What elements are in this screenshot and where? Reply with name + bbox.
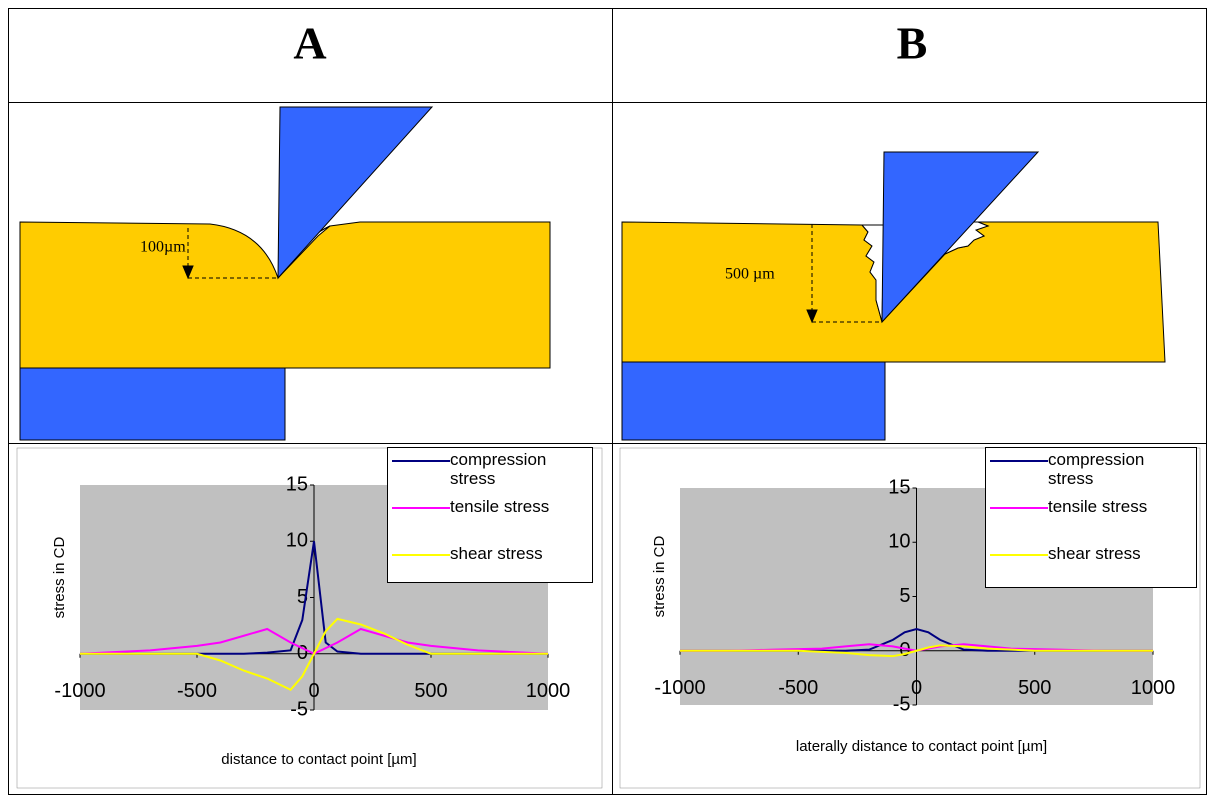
y-axis-label: stress in CD bbox=[51, 536, 68, 618]
legend-entry: compression stress bbox=[392, 450, 588, 497]
y-tick-label: -5 bbox=[893, 693, 911, 715]
legend-swatch bbox=[392, 507, 450, 509]
depth-label: 500 µm bbox=[725, 266, 775, 283]
x-tick-label: -1000 bbox=[654, 677, 705, 699]
legend-entry: compression stress bbox=[990, 450, 1192, 497]
y-tick-label: 5 bbox=[899, 585, 910, 607]
legend-label: tensile stress bbox=[1048, 497, 1178, 516]
legend-entry: tensile stress bbox=[990, 497, 1192, 544]
page: A B 100µm 500 µm -5051015-1000-500050010… bbox=[0, 0, 1215, 803]
y-tick-label: 15 bbox=[286, 473, 308, 495]
legend-swatch bbox=[990, 554, 1048, 556]
y-tick-label: 10 bbox=[888, 531, 910, 553]
legend-entry: shear stress bbox=[990, 544, 1192, 591]
x-tick-label: 500 bbox=[414, 680, 447, 702]
legend-swatch bbox=[392, 460, 450, 462]
legend: compression stress tensile stress shear st… bbox=[985, 447, 1197, 588]
legend-label: shear stress bbox=[1048, 544, 1178, 563]
x-tick-label: 1000 bbox=[526, 680, 571, 702]
legend-swatch bbox=[392, 554, 450, 556]
x-tick-label: 0 bbox=[308, 680, 319, 702]
column-header: A bbox=[293, 18, 326, 69]
y-axis-label: stress in CD bbox=[651, 535, 668, 617]
x-tick-label: 500 bbox=[1018, 677, 1051, 699]
x-tick-label: 1000 bbox=[1131, 677, 1176, 699]
x-tick-label: -500 bbox=[778, 677, 818, 699]
x-tick-label: -500 bbox=[177, 680, 217, 702]
depth-label: 100µm bbox=[140, 239, 186, 256]
legend-label: tensile stress bbox=[450, 497, 580, 516]
x-axis-label: distance to contact point [µm] bbox=[221, 751, 416, 768]
legend: compression stress tensile stress shear st… bbox=[387, 447, 593, 583]
legend-swatch bbox=[990, 460, 1048, 462]
legend-entry: shear stress bbox=[392, 544, 588, 591]
column-header: B bbox=[897, 18, 928, 69]
x-axis-label: laterally distance to contact point [µm] bbox=[796, 738, 1047, 755]
legend-label: compression stress bbox=[450, 450, 580, 488]
x-tick-label: 0 bbox=[911, 677, 922, 699]
figure: A B 100µm 500 µm -5051015-1000-500050010… bbox=[0, 0, 1215, 803]
y-tick-label: 15 bbox=[888, 476, 910, 498]
x-tick-label: -1000 bbox=[54, 680, 105, 702]
diagram-b bbox=[622, 152, 1165, 440]
y-tick-label: 10 bbox=[286, 530, 308, 552]
legend-label: compression stress bbox=[1048, 450, 1178, 488]
legend-swatch bbox=[990, 507, 1048, 509]
diagram-a bbox=[20, 107, 550, 440]
y-tick-label: -5 bbox=[290, 698, 308, 720]
legend-label: shear stress bbox=[450, 544, 580, 563]
legend-entry: tensile stress bbox=[392, 497, 588, 544]
